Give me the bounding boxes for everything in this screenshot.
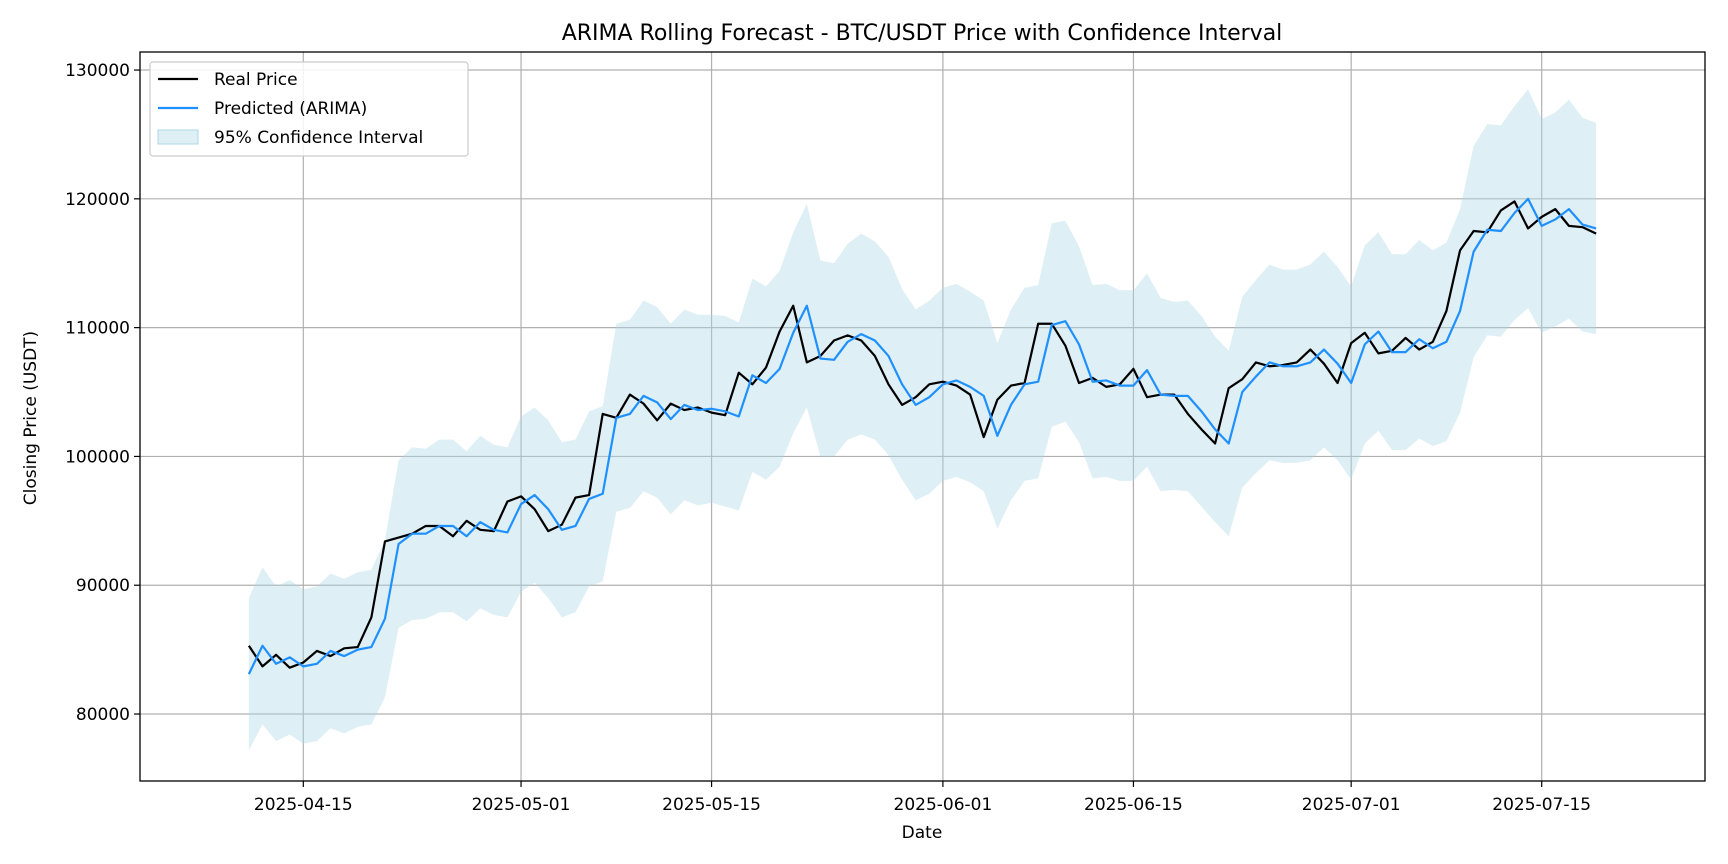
y-axis-label: Closing Price (USDT) bbox=[21, 331, 41, 505]
y-axis: 80000 90000 100000 110000 120000 130000 bbox=[65, 61, 140, 725]
legend-confidence-label: 95% Confidence Interval bbox=[214, 128, 423, 148]
confidence-interval-band bbox=[248, 89, 1597, 751]
legend-predicted-label: Predicted (ARIMA) bbox=[214, 99, 367, 119]
x-tick-label: 2025-07-01 bbox=[1302, 795, 1401, 815]
x-tick-label: 2025-06-01 bbox=[894, 795, 993, 815]
y-tick-label: 130000 bbox=[65, 61, 130, 81]
x-tick-label: 2025-04-15 bbox=[254, 795, 353, 815]
chart-title: ARIMA Rolling Forecast - BTC/USDT Price … bbox=[562, 21, 1283, 46]
x-tick-label: 2025-05-15 bbox=[662, 795, 761, 815]
y-tick-label: 90000 bbox=[76, 576, 130, 596]
y-tick-label: 110000 bbox=[65, 319, 130, 339]
real-price-line bbox=[247, 200, 1597, 669]
x-tick-label: 2025-05-01 bbox=[472, 795, 571, 815]
y-tick-label: 100000 bbox=[65, 447, 130, 467]
legend: Real Price Predicted (ARIMA) 95% Confide… bbox=[149, 61, 469, 157]
predicted-arima-line bbox=[247, 197, 1597, 675]
y-tick-label: 80000 bbox=[76, 705, 130, 725]
x-axis-label: Date bbox=[902, 823, 943, 843]
x-tick-label: 2025-07-15 bbox=[1492, 795, 1591, 815]
grid-lines bbox=[140, 52, 1705, 781]
y-tick-label: 120000 bbox=[65, 190, 130, 210]
legend-real-label: Real Price bbox=[214, 70, 298, 90]
x-axis: 2025-04-15 2025-05-01 2025-05-15 2025-06-01… bbox=[254, 781, 1591, 815]
x-tick-label: 2025-06-15 bbox=[1084, 795, 1183, 815]
legend-confidence-swatch bbox=[157, 129, 199, 145]
legend-box bbox=[149, 61, 469, 157]
plot-frame bbox=[139, 51, 1706, 782]
